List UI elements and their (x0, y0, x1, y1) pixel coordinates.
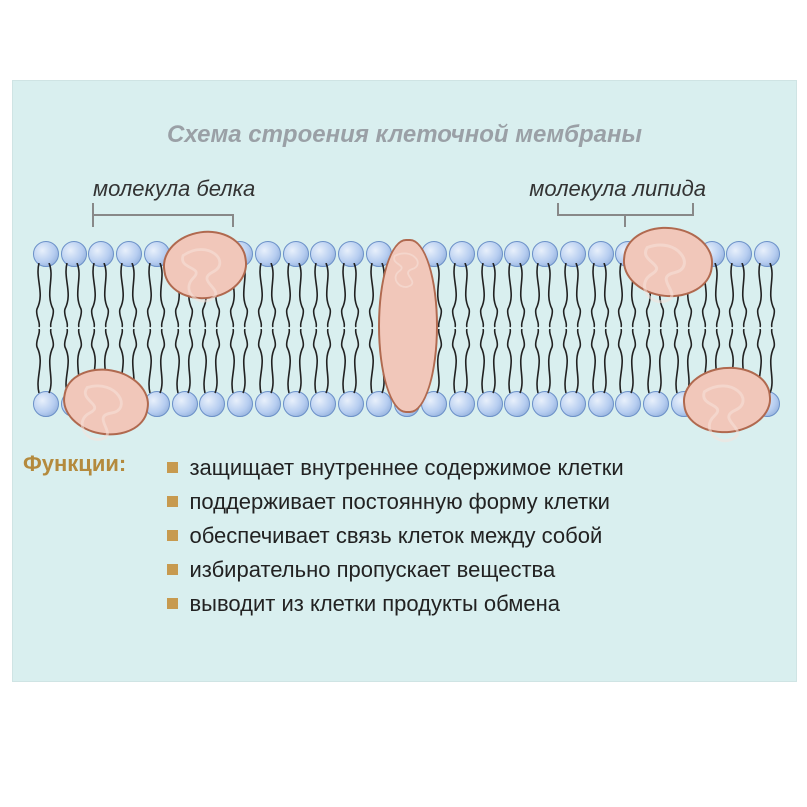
lipid-tail (197, 329, 225, 395)
lipid-tail (253, 329, 281, 395)
function-item: выводит из клетки продукты обмена (167, 587, 757, 621)
function-item: избирательно пропускает вещества (167, 553, 757, 587)
function-item: поддерживает постоянную форму клетки (167, 485, 757, 519)
lipid-tail (613, 329, 641, 395)
lipid-tail (530, 329, 558, 395)
lipid-tail (558, 263, 586, 329)
lipid-tail (114, 263, 142, 329)
lipid-tail (308, 263, 336, 329)
lipid-tail (336, 263, 364, 329)
lipid-tail (558, 329, 586, 395)
diagram-title: Схема строения клеточной мембраны (13, 121, 796, 149)
lipid-tail (475, 329, 503, 395)
lipid-tail (502, 263, 530, 329)
protein-transmembrane (378, 239, 438, 413)
lipid-tail (281, 263, 309, 329)
label-lipid: молекула липида (529, 176, 706, 202)
lipid-tail (586, 263, 614, 329)
function-item: защищает внутреннее содержимое клетки (167, 451, 757, 485)
lipid-tail (447, 329, 475, 395)
lipid-tail (31, 263, 59, 329)
lipid-tail (336, 329, 364, 395)
lipid-tail (752, 263, 780, 329)
lipid-tail (225, 329, 253, 395)
lipid-tail (308, 329, 336, 395)
functions-title: Функции: (23, 451, 163, 477)
label-protein: молекула белка (93, 176, 255, 202)
functions-block: Функции: защищает внутреннее содержимое … (23, 451, 776, 621)
diagram-panel: Схема строения клеточной мембраны молеку… (12, 80, 797, 682)
lipid-tail (142, 329, 170, 395)
lipid-tail (59, 263, 87, 329)
lipid-tail (724, 263, 752, 329)
lipid-tail (502, 329, 530, 395)
functions-list: защищает внутреннее содержимое клеткипод… (167, 451, 757, 621)
lipid-tail (530, 263, 558, 329)
protein-peripheral (620, 222, 717, 301)
lipid-tail (31, 329, 59, 395)
diagram-labels: молекула белка молекула липида (73, 176, 746, 202)
lipid-tail (641, 329, 669, 395)
lipid-tail (253, 263, 281, 329)
function-item: обеспечивает связь клеток между собой (167, 519, 757, 553)
lipid-tail (586, 329, 614, 395)
lipid-tail (475, 263, 503, 329)
membrane-diagram (33, 221, 778, 431)
lipid-tail (86, 263, 114, 329)
lipid-tail (170, 329, 198, 395)
lipid-tail (447, 263, 475, 329)
lipid-tail (281, 329, 309, 395)
